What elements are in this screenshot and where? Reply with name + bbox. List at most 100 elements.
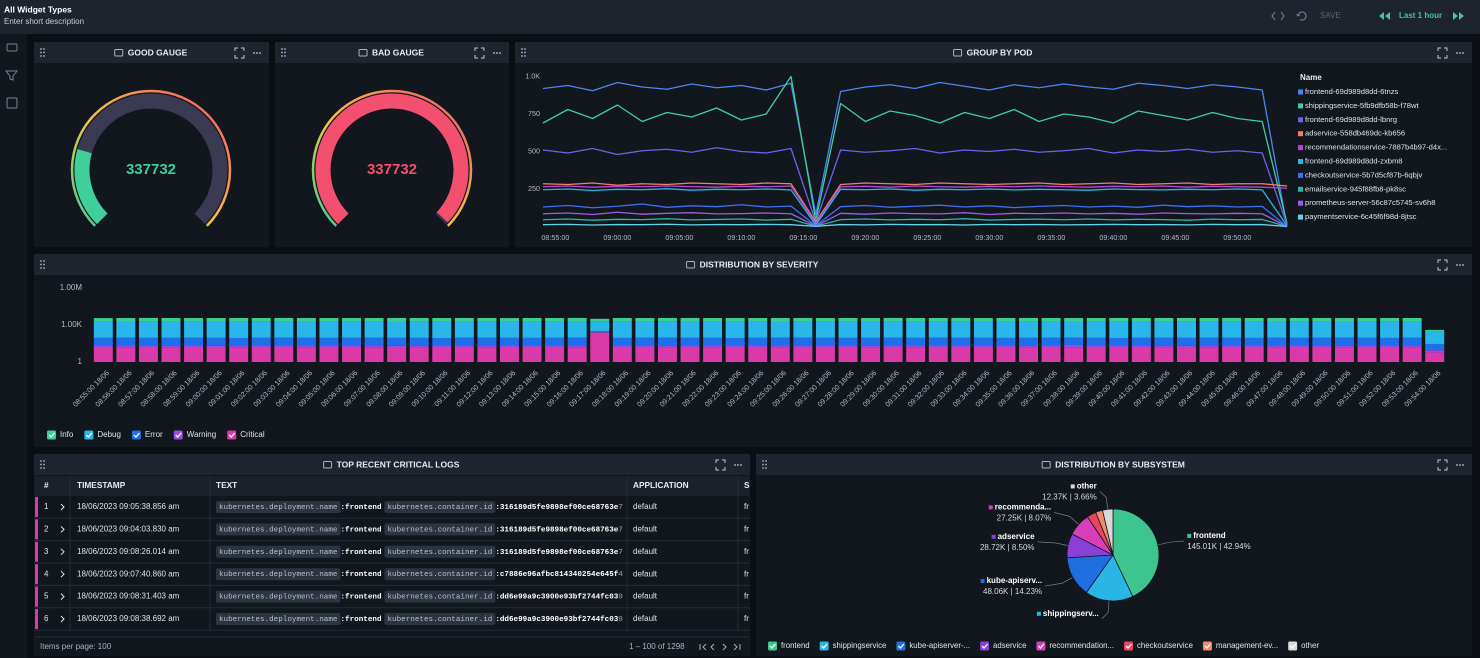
bar-segment (951, 347, 970, 362)
row-subsystem: fr (744, 547, 749, 556)
widget-panel (34, 42, 269, 247)
bar-segment (116, 322, 135, 338)
text-fade (619, 566, 627, 582)
bar-segment (1154, 318, 1173, 322)
bar-segment (455, 347, 474, 362)
legend-item[interactable]: other (1288, 641, 1319, 650)
bar-segment (839, 347, 858, 362)
legend-label: adservice (993, 641, 1026, 650)
legend-item[interactable]: checkoutservice-5b7d5cf87b-6qbjv (1298, 170, 1423, 179)
more-menu[interactable] (253, 52, 261, 54)
more-menu[interactable] (493, 52, 501, 54)
legend-item[interactable]: recommendationservice-7887b4b97-d4x... (1298, 143, 1447, 152)
key-text: kubernetes.deployment.name (219, 504, 338, 512)
legend-label: kube-apiserver-... (909, 641, 970, 650)
menu-dot (499, 52, 501, 54)
drag-dot (281, 55, 283, 57)
more-menu[interactable] (1456, 264, 1464, 266)
bar-segment (1064, 322, 1083, 338)
legend-swatch (1298, 145, 1303, 150)
bar-segment (387, 322, 406, 338)
bar-segment (139, 345, 158, 347)
save-button[interactable]: SAVE (1320, 11, 1341, 20)
legend-item[interactable]: frontend-69d989d8dd-6tnzs (1298, 87, 1399, 96)
bar-segment (274, 345, 293, 347)
menu-dot (496, 52, 498, 54)
bar-segment (1087, 347, 1106, 362)
bar-segment (1132, 345, 1151, 347)
drag-dot (521, 55, 523, 57)
legend-item[interactable]: frontend-69d989d8dd-lbnrg (1298, 115, 1397, 124)
bar-segment (726, 345, 745, 347)
bar-segment (568, 338, 587, 346)
bar-segment (207, 318, 226, 322)
legend-item[interactable]: Info (47, 430, 74, 439)
legend-item[interactable]: adservice (980, 641, 1026, 650)
dashboard-description[interactable]: Enter short description (4, 17, 84, 26)
bar-segment (748, 318, 767, 322)
bar-segment (748, 345, 767, 347)
bar-segment (726, 322, 745, 338)
bar-segment (162, 322, 181, 338)
bar-segment (274, 338, 293, 346)
row-application: default (633, 569, 658, 578)
bar-segment (1109, 347, 1128, 362)
bar-segment (500, 318, 519, 322)
more-menu[interactable] (734, 464, 742, 466)
legend-item[interactable]: Error (132, 430, 163, 439)
legend-label: shippingservice-5fb9dfb58b-f78wt (1305, 101, 1419, 110)
more-menu[interactable] (1456, 464, 1464, 466)
bar-segment (274, 322, 293, 338)
legend-item[interactable]: frontend-69d989d8dd-zxbm8 (1298, 157, 1403, 166)
bar-segment (545, 345, 564, 347)
legend-checkbox (896, 642, 905, 651)
bar-segment (455, 338, 474, 346)
drag-dot (40, 55, 42, 57)
severity-indicator (35, 609, 38, 629)
bar-segment (1087, 318, 1106, 322)
page-range: 1 – 100 of 1298 (629, 642, 685, 651)
text-fade (619, 544, 627, 560)
bar-segment (410, 322, 429, 338)
bar-segment (793, 345, 812, 347)
bar-segment (1312, 347, 1331, 362)
bar-segment (342, 338, 361, 346)
bar-segment (342, 347, 361, 362)
bar-segment (139, 347, 158, 362)
bar-segment (184, 347, 203, 362)
legend-item[interactable]: shippingservice-5fb9dfb58b-f78wt (1298, 101, 1419, 110)
bar-segment (703, 338, 722, 346)
legend-item[interactable]: prometheus-server-56c87c5745-sv6h8 (1298, 198, 1435, 207)
widget-title: DISTRIBUTION BY SUBSYSTEM (1055, 459, 1185, 469)
column-header: TEXT (216, 480, 237, 490)
legend-checkbox (1288, 642, 1297, 651)
legend-item[interactable]: paymentservice-6c45f6f98d-8jtsc (1298, 212, 1417, 221)
more-menu[interactable] (1456, 52, 1464, 54)
bar-segment (432, 318, 451, 322)
legend-item[interactable]: adservice-558db469dc-kb656 (1298, 129, 1405, 138)
bar-segment (1019, 338, 1038, 346)
legend-item[interactable]: emailservice-945f88fb8-pk8sc (1298, 184, 1406, 193)
value-text: :dd6e99a9c3900e93bf2744fc039 (495, 616, 623, 624)
bar-segment (1403, 347, 1422, 362)
bar-segment (906, 345, 925, 347)
legend-item[interactable]: Critical (227, 430, 265, 439)
drag-dot (40, 52, 42, 54)
bar-segment (1109, 338, 1128, 345)
legend-item[interactable]: frontend (768, 641, 810, 650)
bar-segment (1177, 338, 1196, 346)
bar-segment (1290, 347, 1309, 362)
bar-segment (816, 318, 835, 322)
bar-segment (1267, 318, 1286, 322)
bar-segment (590, 332, 609, 362)
legend-item[interactable]: Warning (174, 430, 217, 439)
bar-segment (635, 347, 654, 362)
bar-segment (1403, 345, 1422, 347)
bar-segment (365, 318, 384, 322)
legend-checkbox (132, 431, 141, 440)
legend-item[interactable]: Debug (84, 430, 121, 439)
legend-label: Info (60, 430, 74, 439)
bar-segment (996, 347, 1015, 362)
bar-segment (523, 322, 542, 338)
time-range[interactable]: Last 1 hour (1399, 11, 1442, 20)
